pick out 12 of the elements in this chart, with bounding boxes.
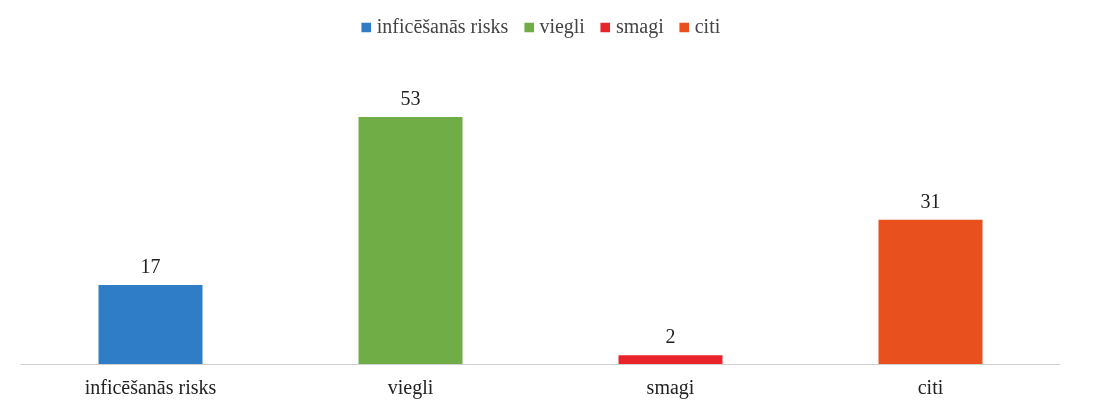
x-tick-label: citi bbox=[917, 375, 944, 398]
data-label: 17 bbox=[140, 255, 161, 278]
legend-label: smagi bbox=[615, 15, 664, 38]
x-tick-label: smagi bbox=[646, 375, 695, 399]
data-label: 31 bbox=[920, 189, 941, 212]
legend-label: inficēšanās risks bbox=[376, 15, 509, 38]
x-tick-label: inficēšanās risks bbox=[84, 375, 217, 398]
data-label: 2 bbox=[665, 325, 676, 348]
data-label: 53 bbox=[400, 86, 421, 109]
legend-label: citi bbox=[694, 15, 721, 38]
legend-label: viegli bbox=[539, 15, 585, 38]
x-tick-label: viegli bbox=[387, 375, 434, 399]
